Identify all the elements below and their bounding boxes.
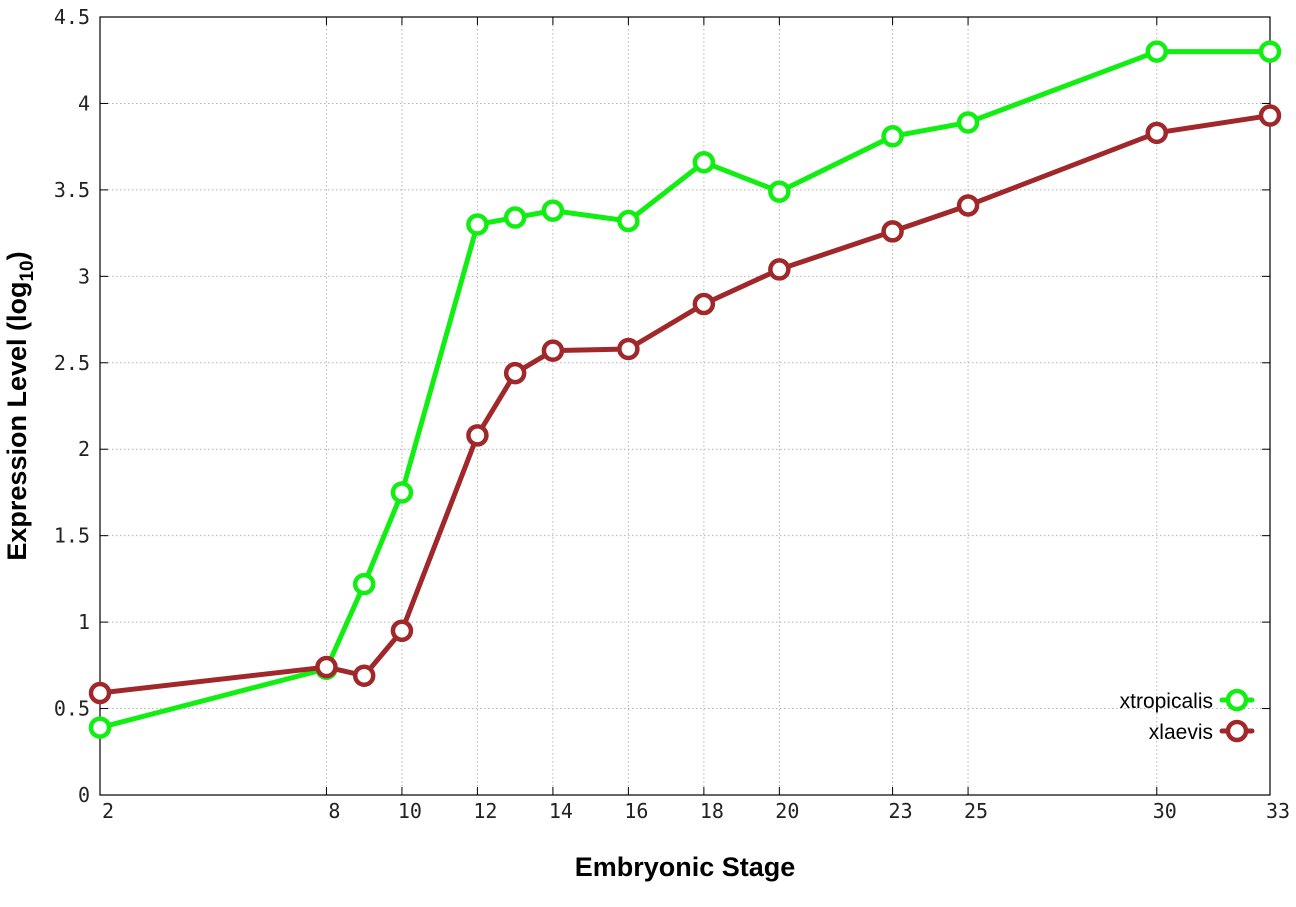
x-tick-label: 2 xyxy=(102,799,114,823)
x-tick-label: 33 xyxy=(1266,799,1290,823)
plot-frame xyxy=(99,16,1271,796)
series-line-xtropicalis xyxy=(97,49,1273,731)
data-point-xtropicalis xyxy=(617,209,640,233)
x-tick-label: 10 xyxy=(398,799,422,823)
y-tick-label: 1.5 xyxy=(54,524,90,548)
y-tick-label: 3 xyxy=(78,264,90,288)
data-point-xlaevis xyxy=(692,292,716,316)
legend-label-xtropicalis: xtropicalis xyxy=(1120,690,1213,713)
y-tick-label: 2 xyxy=(78,437,90,461)
x-tick-label: 23 xyxy=(889,799,913,823)
y-axis-title-subscript: 10 xyxy=(17,260,38,281)
data-point-xtropicalis xyxy=(88,716,112,739)
series-xlaevis xyxy=(88,104,1282,705)
y-tick-label: 0 xyxy=(78,783,90,807)
data-point-xlaevis xyxy=(768,258,791,281)
y-tick-label: 2.5 xyxy=(54,351,90,375)
data-point-xtropicalis xyxy=(541,199,565,222)
legend-swatch-marker-xtropicalis xyxy=(1225,688,1249,712)
x-tick-label: 20 xyxy=(775,799,799,823)
data-point-xlaevis xyxy=(315,655,338,679)
grid xyxy=(100,17,1270,795)
data-point-xlaevis xyxy=(466,424,489,447)
data-point-xlaevis xyxy=(88,681,112,705)
series-xtropicalis xyxy=(88,40,1282,739)
data-point-xlaevis xyxy=(956,194,980,217)
data-point-xlaevis xyxy=(390,619,414,643)
data-point-xlaevis xyxy=(541,339,565,362)
y-tick-label: 3.5 xyxy=(54,178,90,202)
y-tick-label: 4.5 xyxy=(54,5,90,29)
series-line-xlaevis xyxy=(97,113,1273,696)
data-point-xlaevis xyxy=(352,664,376,687)
data-point-xtropicalis xyxy=(503,206,527,229)
data-point-xlaevis xyxy=(503,361,527,385)
data-point-xtropicalis xyxy=(768,180,791,203)
data-point-xlaevis xyxy=(617,337,640,361)
legend: xtropicalis xlaevis xyxy=(1120,688,1255,744)
axis-ticks: 2 8 10 12 14 16 18 20 23 25 30 33 0 0.5 1 1.5 2 2.5 3 3.5 4 4… xyxy=(54,5,1290,823)
data-point-xtropicalis xyxy=(1258,40,1282,63)
x-tick-label: 18 xyxy=(700,799,724,823)
data-point-xtropicalis xyxy=(692,150,716,174)
x-tick-label: 25 xyxy=(964,799,988,823)
legend-label-xlaevis: xlaevis xyxy=(1149,721,1213,744)
x-tick-label: 30 xyxy=(1153,799,1177,823)
y-tick-label: 1 xyxy=(78,610,90,634)
data-point-xtropicalis xyxy=(881,125,904,148)
data-point-xtropicalis xyxy=(390,481,414,504)
legend-swatch-marker-xlaevis xyxy=(1225,719,1249,743)
y-tick-label: 0.5 xyxy=(54,697,90,721)
x-tick-label: 14 xyxy=(549,799,573,823)
data-point-xtropicalis xyxy=(466,213,489,236)
y-axis-title-suffix: ) xyxy=(2,251,32,260)
y-axis-title: Expression Level (log10) xyxy=(2,251,38,560)
x-axis-title: Embryonic Stage xyxy=(575,852,796,882)
x-tick-label: 8 xyxy=(328,799,340,823)
data-point-xtropicalis xyxy=(956,111,980,134)
y-axis-title-main: Expression Level (log xyxy=(2,282,32,561)
data-point-xlaevis xyxy=(1145,121,1169,145)
y-tick-label: 4 xyxy=(78,91,90,115)
data-point-xtropicalis xyxy=(352,572,376,596)
data-point-xlaevis xyxy=(881,220,904,243)
x-tick-label: 12 xyxy=(473,799,497,823)
series-layer xyxy=(88,40,1282,739)
data-point-xtropicalis xyxy=(1145,40,1169,63)
data-point-xlaevis xyxy=(1258,104,1282,127)
x-tick-label: 16 xyxy=(624,799,648,823)
